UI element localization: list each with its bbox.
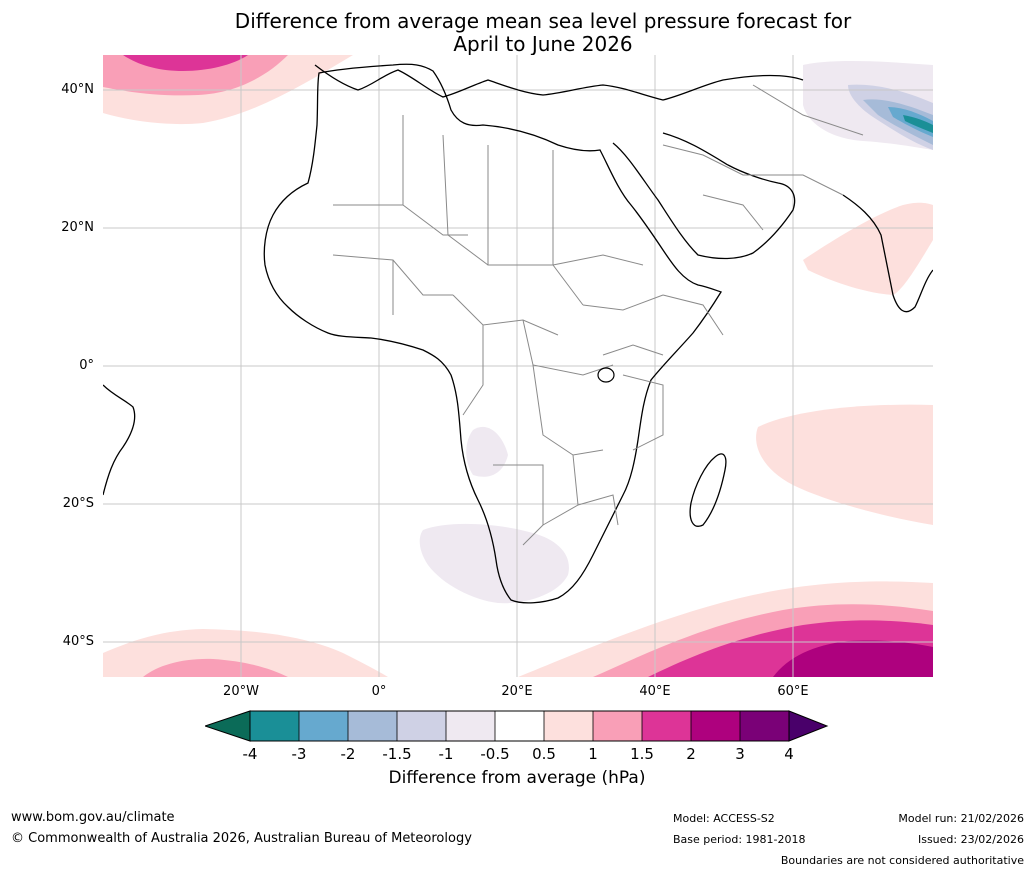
lat-label-20s: 20°S: [62, 496, 94, 511]
map-canvas: [103, 55, 933, 677]
colorbar-tick: 4: [784, 745, 794, 763]
anomaly-indian-ocean-0_5: [756, 404, 933, 525]
colorbar-tick: 1.5: [630, 745, 654, 763]
colorbar-tick: -1.5: [382, 745, 412, 763]
colorbar-seg-neg1-neg0_5: [446, 711, 495, 741]
colorbar-seg-neg1_5-neg1: [397, 711, 446, 741]
colorbar-tick: -3: [291, 745, 307, 763]
footer-copyright: © Commonwealth of Australia 2026, Austra…: [11, 831, 472, 846]
lake-victoria: [597, 367, 615, 383]
anomaly-tibet-neg4: [903, 115, 933, 133]
map-title: Difference from average mean sea level p…: [103, 10, 983, 56]
anomaly-sa-neg: [419, 523, 569, 604]
lat-label-20n: 20°N: [61, 220, 94, 235]
coastline-south-america: [103, 384, 136, 496]
coastline-india: [842, 194, 933, 313]
anomaly-arabian-sea-0_5: [803, 202, 933, 295]
footer-url[interactable]: www.bom.gov.au/climate: [11, 810, 175, 825]
title-line-1: Difference from average mean sea level p…: [234, 9, 852, 33]
colorbar-seg-gt-p4: [788, 710, 829, 742]
colorbar-seg-neg2-neg1_5: [348, 711, 397, 741]
anomaly-namibia-neg: [466, 426, 508, 477]
colorbar-label: Difference from average (hPa): [388, 768, 646, 788]
footer-issued: Issued: 23/02/2026: [917, 833, 1024, 846]
coastline-arabia: [612, 132, 796, 260]
colorbar-tick: 2: [686, 745, 696, 763]
footer-boundaries-note: Boundaries are not considered authoritat…: [780, 854, 1024, 867]
colorbar-seg-p3-p4: [740, 711, 789, 741]
colorbar-tick: 0.5: [532, 745, 556, 763]
lat-label-0: 0°: [79, 358, 94, 373]
footer-model-run: Model run: 21/02/2026: [898, 812, 1024, 825]
lat-label-40n: 40°N: [61, 82, 94, 97]
lon-label-20w: 20°W: [223, 684, 259, 699]
colorbar-seg-neg3-neg2: [299, 711, 348, 741]
anomaly-tibet-neg2: [863, 99, 933, 145]
colorbar-tick: 3: [735, 745, 745, 763]
colorbar-seg-p0_5-p1: [544, 711, 593, 741]
coastline-africa: [263, 63, 722, 604]
lat-label-40s: 40°S: [62, 634, 94, 649]
title-line-2: April to June 2026: [453, 32, 633, 56]
footer-model: Model: ACCESS-S2: [673, 812, 775, 825]
colorbar-tick: -0.5: [480, 745, 510, 763]
colorbar-tick: -2: [340, 745, 356, 763]
coastline-madagascar: [689, 453, 727, 527]
colorbar: [205, 710, 829, 742]
colorbar-seg-p2-p3: [691, 711, 740, 741]
lon-label-0: 0°: [371, 684, 387, 699]
anomaly-nw-1_5: [123, 55, 248, 71]
colorbar-seg-p1_5-p2: [642, 711, 691, 741]
colorbar-tick: -4: [242, 745, 258, 763]
anomaly-se-2: [773, 640, 933, 677]
anomaly-sw-1: [143, 658, 288, 677]
country-boundaries: [332, 84, 864, 546]
lon-label-40e: 40°E: [639, 684, 671, 699]
colorbar-tick: -1: [438, 745, 454, 763]
footer-base-period: Base period: 1981-2018: [673, 833, 806, 846]
coastline-europe: [314, 64, 804, 101]
colorbar-tick: 1: [588, 745, 598, 763]
colorbar-seg-p1-p1_5: [593, 711, 642, 741]
colorbar-seg-neg4-neg3: [250, 711, 299, 741]
colorbar-seg-lt-neg4: [205, 710, 251, 742]
lon-label-60e: 60°E: [777, 684, 809, 699]
graticule: [103, 55, 933, 677]
lon-label-20e: 20°E: [501, 684, 533, 699]
colorbar-seg-neg0_5-p0_5: [495, 711, 544, 741]
pressure-anomaly-map: [103, 55, 933, 677]
